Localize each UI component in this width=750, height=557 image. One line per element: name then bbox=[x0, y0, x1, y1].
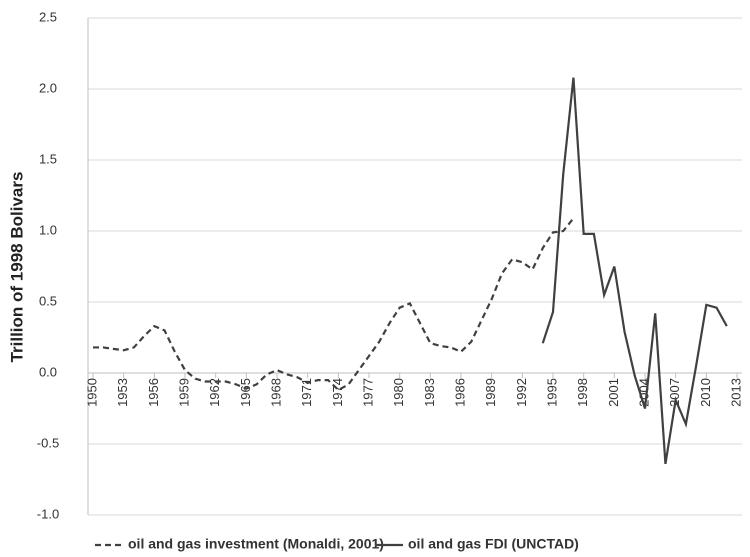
series-line bbox=[541, 77, 728, 465]
x-tick-label: 1992 bbox=[514, 378, 529, 407]
y-tick-label: 2.0 bbox=[39, 80, 57, 95]
x-tick-label: 1980 bbox=[391, 378, 406, 407]
x-tick-label: 1974 bbox=[330, 378, 345, 407]
x-tick-label: 2010 bbox=[698, 378, 713, 407]
x-tick-label: 1983 bbox=[422, 378, 437, 407]
y-tick-label: 1.5 bbox=[39, 151, 57, 166]
series-line bbox=[93, 217, 575, 392]
y-tick-label: -1.0 bbox=[37, 506, 59, 521]
x-tick-label: 1953 bbox=[115, 378, 130, 407]
legend-label: oil and gas FDI (UNCTAD) bbox=[408, 536, 579, 552]
y-tick-label: -0.5 bbox=[37, 435, 59, 450]
x-tick-label: 1971 bbox=[299, 378, 314, 407]
x-tick-label: 1989 bbox=[483, 378, 498, 407]
x-tick-label: 1998 bbox=[575, 378, 590, 407]
x-tick-label: 1950 bbox=[84, 378, 99, 407]
x-tick-label: 1995 bbox=[544, 378, 559, 407]
x-tick-label: 1962 bbox=[207, 378, 222, 407]
x-tick-label: 1959 bbox=[176, 378, 191, 407]
y-tick-label: 0.0 bbox=[39, 364, 57, 379]
x-tick-label: 1968 bbox=[268, 378, 283, 407]
x-tick-label: 1965 bbox=[238, 378, 253, 407]
y-tick-label: 0.5 bbox=[39, 293, 57, 308]
x-tick-label: 1986 bbox=[452, 378, 467, 407]
y-tick-label: 2.5 bbox=[39, 9, 57, 24]
x-tick-label: 2007 bbox=[667, 378, 682, 407]
legend-label: oil and gas investment (Monaldi, 2001) bbox=[128, 536, 384, 552]
y-axis-title: Trillion of 1998 Bolivars bbox=[7, 172, 26, 363]
y-tick-label: 1.0 bbox=[39, 222, 57, 237]
x-tick-label: 2001 bbox=[606, 378, 621, 407]
x-tick-label: 2013 bbox=[728, 378, 743, 407]
x-tick-label: 1956 bbox=[146, 378, 161, 407]
x-tick-label: 1977 bbox=[360, 378, 375, 407]
